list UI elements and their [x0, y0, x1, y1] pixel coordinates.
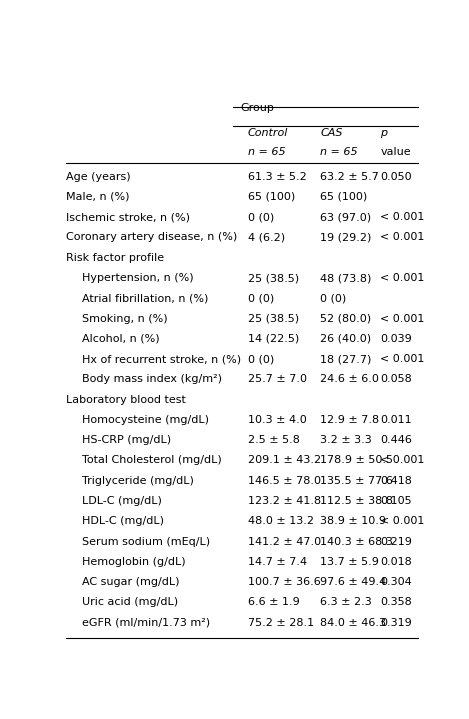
Text: p: p — [380, 129, 387, 138]
Text: 135.5 ± 77.6: 135.5 ± 77.6 — [320, 476, 393, 486]
Text: Hx of recurrent stroke, n (%): Hx of recurrent stroke, n (%) — [82, 354, 242, 364]
Text: 25 (38.5): 25 (38.5) — [248, 313, 299, 324]
Text: AC sugar (mg/dL): AC sugar (mg/dL) — [82, 577, 180, 587]
Text: 4 (6.2): 4 (6.2) — [248, 232, 285, 242]
Text: HS-CRP (mg/dL): HS-CRP (mg/dL) — [82, 435, 171, 445]
Text: Atrial fibrillation, n (%): Atrial fibrillation, n (%) — [82, 293, 209, 303]
Text: 140.3 ± 68.3: 140.3 ± 68.3 — [320, 536, 393, 546]
Text: 178.9 ± 50.5: 178.9 ± 50.5 — [320, 455, 393, 465]
Text: Triglyceride (mg/dL): Triglyceride (mg/dL) — [82, 476, 194, 486]
Text: 75.2 ± 28.1: 75.2 ± 28.1 — [248, 618, 314, 628]
Text: 3.2 ± 3.3: 3.2 ± 3.3 — [320, 435, 372, 445]
Text: 0.058: 0.058 — [380, 375, 412, 385]
Text: 65 (100): 65 (100) — [320, 192, 368, 202]
Text: 48 (73.8): 48 (73.8) — [320, 273, 372, 283]
Text: Ischemic stroke, n (%): Ischemic stroke, n (%) — [66, 212, 190, 222]
Text: 14 (22.5): 14 (22.5) — [248, 334, 299, 344]
Text: 146.5 ± 78.0: 146.5 ± 78.0 — [248, 476, 321, 486]
Text: 0.418: 0.418 — [380, 476, 412, 486]
Text: Coronary artery disease, n (%): Coronary artery disease, n (%) — [66, 232, 237, 242]
Text: 12.9 ± 7.8: 12.9 ± 7.8 — [320, 415, 379, 425]
Text: Group: Group — [240, 103, 274, 113]
Text: < 0.001: < 0.001 — [380, 455, 424, 465]
Text: 0.039: 0.039 — [380, 334, 412, 344]
Text: Serum sodium (mEq/L): Serum sodium (mEq/L) — [82, 536, 211, 546]
Text: Total Cholesterol (mg/dL): Total Cholesterol (mg/dL) — [82, 455, 222, 465]
Text: 2.5 ± 5.8: 2.5 ± 5.8 — [248, 435, 300, 445]
Text: 26 (40.0): 26 (40.0) — [320, 334, 371, 344]
Text: Risk factor profile: Risk factor profile — [66, 253, 164, 262]
Text: 0 (0): 0 (0) — [248, 293, 274, 303]
Text: 0 (0): 0 (0) — [320, 293, 347, 303]
Text: Hypertension, n (%): Hypertension, n (%) — [82, 273, 194, 283]
Text: 19 (29.2): 19 (29.2) — [320, 232, 372, 242]
Text: 48.0 ± 13.2: 48.0 ± 13.2 — [248, 516, 314, 526]
Text: 63 (97.0): 63 (97.0) — [320, 212, 371, 222]
Text: Male, n (%): Male, n (%) — [66, 192, 129, 202]
Text: Control: Control — [248, 129, 288, 138]
Text: CAS: CAS — [320, 129, 343, 138]
Text: 0.304: 0.304 — [380, 577, 412, 587]
Text: Age (years): Age (years) — [66, 172, 130, 182]
Text: 123.2 ± 41.8: 123.2 ± 41.8 — [248, 496, 321, 506]
Text: n = 65: n = 65 — [320, 147, 358, 157]
Text: 24.6 ± 6.0: 24.6 ± 6.0 — [320, 375, 379, 385]
Text: 0.319: 0.319 — [380, 618, 412, 628]
Text: Hemoglobin (g/dL): Hemoglobin (g/dL) — [82, 557, 186, 567]
Text: Uric acid (mg/dL): Uric acid (mg/dL) — [82, 597, 178, 608]
Text: 10.3 ± 4.0: 10.3 ± 4.0 — [248, 415, 306, 425]
Text: HDL-C (mg/dL): HDL-C (mg/dL) — [82, 516, 164, 526]
Text: 6.6 ± 1.9: 6.6 ± 1.9 — [248, 597, 299, 608]
Text: 6.3 ± 2.3: 6.3 ± 2.3 — [320, 597, 372, 608]
Text: eGFR (ml/min/1.73 m²): eGFR (ml/min/1.73 m²) — [82, 618, 211, 628]
Text: 61.3 ± 5.2: 61.3 ± 5.2 — [248, 172, 306, 182]
Text: 0.050: 0.050 — [380, 172, 412, 182]
Text: 0.018: 0.018 — [380, 557, 412, 567]
Text: 0.105: 0.105 — [380, 496, 412, 506]
Text: 0.446: 0.446 — [380, 435, 412, 445]
Text: 38.9 ± 10.9: 38.9 ± 10.9 — [320, 516, 386, 526]
Text: Alcohol, n (%): Alcohol, n (%) — [82, 334, 160, 344]
Text: 97.6 ± 49.4: 97.6 ± 49.4 — [320, 577, 386, 587]
Text: 14.7 ± 7.4: 14.7 ± 7.4 — [248, 557, 307, 567]
Text: < 0.001: < 0.001 — [380, 313, 424, 324]
Text: 52 (80.0): 52 (80.0) — [320, 313, 371, 324]
Text: < 0.001: < 0.001 — [380, 273, 424, 283]
Text: 0.358: 0.358 — [380, 597, 412, 608]
Text: 0.011: 0.011 — [380, 415, 412, 425]
Text: Laboratory blood test: Laboratory blood test — [66, 395, 186, 405]
Text: < 0.001: < 0.001 — [380, 516, 424, 526]
Text: < 0.001: < 0.001 — [380, 212, 424, 222]
Text: 25 (38.5): 25 (38.5) — [248, 273, 299, 283]
Text: 0 (0): 0 (0) — [248, 212, 274, 222]
Text: 100.7 ± 36.6: 100.7 ± 36.6 — [248, 577, 320, 587]
Text: 63.2 ± 5.7: 63.2 ± 5.7 — [320, 172, 379, 182]
Text: 18 (27.7): 18 (27.7) — [320, 354, 372, 364]
Text: n = 65: n = 65 — [248, 147, 285, 157]
Text: 84.0 ± 46.3: 84.0 ± 46.3 — [320, 618, 386, 628]
Text: < 0.001: < 0.001 — [380, 354, 424, 364]
Text: 141.2 ± 47.0: 141.2 ± 47.0 — [248, 536, 321, 546]
Text: 112.5 ± 38.8: 112.5 ± 38.8 — [320, 496, 393, 506]
Text: LDL-C (mg/dL): LDL-C (mg/dL) — [82, 496, 162, 506]
Text: 13.7 ± 5.9: 13.7 ± 5.9 — [320, 557, 379, 567]
Text: < 0.001: < 0.001 — [380, 232, 424, 242]
Text: Smoking, n (%): Smoking, n (%) — [82, 313, 168, 324]
Text: 0 (0): 0 (0) — [248, 354, 274, 364]
Text: Homocysteine (mg/dL): Homocysteine (mg/dL) — [82, 415, 209, 425]
Text: 209.1 ± 43.2: 209.1 ± 43.2 — [248, 455, 321, 465]
Text: 65 (100): 65 (100) — [248, 192, 295, 202]
Text: 25.7 ± 7.0: 25.7 ± 7.0 — [248, 375, 307, 385]
Text: value: value — [380, 147, 411, 157]
Text: 0.219: 0.219 — [380, 536, 412, 546]
Text: Body mass index (kg/m²): Body mass index (kg/m²) — [82, 375, 222, 385]
